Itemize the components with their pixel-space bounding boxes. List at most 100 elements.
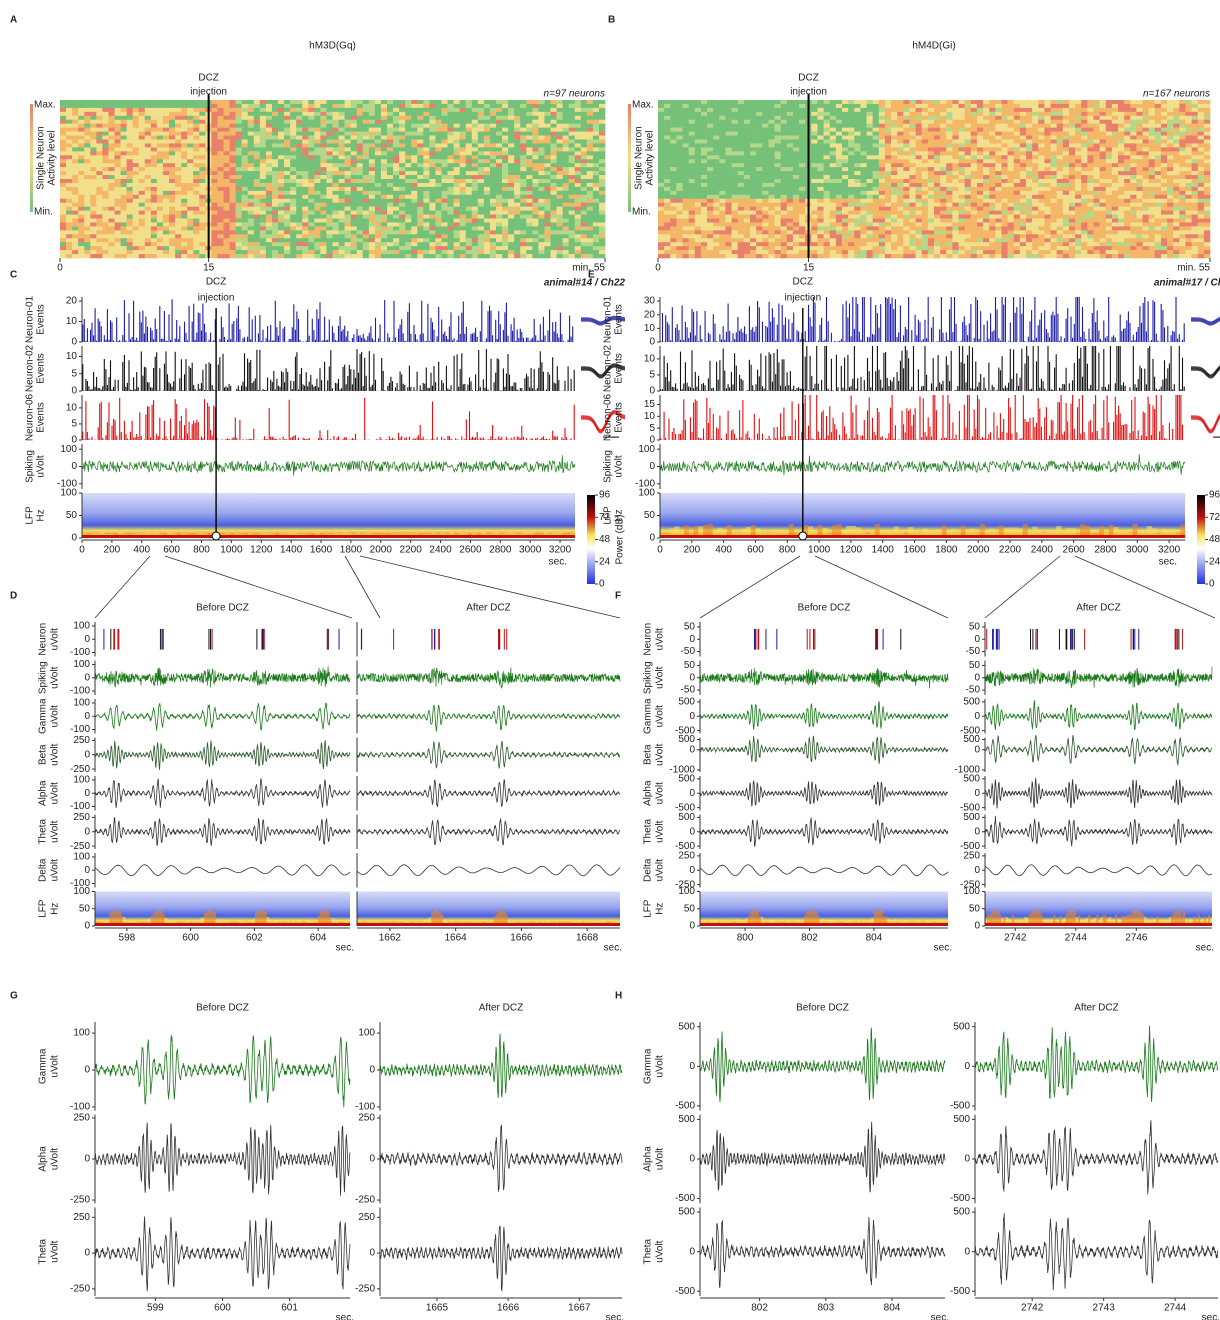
heatmap-cell xyxy=(211,254,217,258)
heatmap-cell xyxy=(369,100,375,104)
heatmap-cell xyxy=(1014,108,1020,112)
heatmap-cell xyxy=(593,124,599,128)
heatmap-cell xyxy=(1093,116,1099,120)
heatmap-cell xyxy=(314,163,320,167)
heatmap-cell xyxy=(544,116,550,120)
heatmap-cell xyxy=(575,147,581,151)
heatmap-cell xyxy=(508,104,514,108)
heatmap-cell xyxy=(405,136,411,140)
heatmap-cell xyxy=(381,238,387,242)
heatmap-cell xyxy=(1057,104,1063,108)
heatmap-cell xyxy=(575,222,581,226)
heatmap-cell xyxy=(339,234,345,238)
heatmap-cell xyxy=(242,199,248,203)
heatmap-cell xyxy=(151,211,157,215)
heatmap-cell xyxy=(211,199,217,203)
heatmap-cell xyxy=(72,187,78,191)
heatmap-cell xyxy=(532,167,538,171)
heatmap-cell xyxy=(290,191,296,195)
heatmap-cell xyxy=(60,211,66,215)
heatmap-cell xyxy=(484,163,490,167)
heatmap-cell xyxy=(873,147,879,151)
heatmap-cell xyxy=(139,151,145,155)
heatmap-cell xyxy=(248,151,254,155)
heatmap-cell xyxy=(369,112,375,116)
heatmap-cell xyxy=(538,187,544,191)
heatmap-cell xyxy=(230,203,236,207)
heatmap-cell xyxy=(84,100,90,104)
heatmap-cell xyxy=(278,187,284,191)
heatmap-cell xyxy=(544,203,550,207)
heatmap-cell xyxy=(744,136,750,140)
heatmap-cell xyxy=(520,120,526,124)
heatmap-cell xyxy=(442,199,448,203)
heatmap-cell xyxy=(903,140,909,144)
heatmap-cell xyxy=(72,108,78,112)
heatmap-cell xyxy=(824,100,830,104)
heatmap-cell xyxy=(526,238,532,242)
heatmap-cell xyxy=(756,159,762,163)
heatmap-cell xyxy=(284,187,290,191)
heatmap-cell xyxy=(909,104,915,108)
heatmap-cell xyxy=(658,155,664,159)
heatmap-cell xyxy=(557,175,563,179)
heatmap-cell xyxy=(339,116,345,120)
heatmap-cell xyxy=(175,230,181,234)
heatmap-cell xyxy=(405,211,411,215)
heatmap-cell xyxy=(768,104,774,108)
heatmap-cell xyxy=(1093,104,1099,108)
heatmap-cell xyxy=(60,120,66,124)
heatmap-cell xyxy=(429,191,435,195)
heatmap-cell xyxy=(60,100,66,104)
heatmap-cell xyxy=(151,104,157,108)
heatmap-cell xyxy=(290,226,296,230)
heatmap-cell xyxy=(599,179,605,183)
heatmap-cell xyxy=(448,132,454,136)
heatmap-cell xyxy=(96,215,102,219)
heatmap-cell xyxy=(952,143,958,147)
heatmap-cell xyxy=(381,215,387,219)
heatmap-cell xyxy=(133,171,139,175)
heatmap-cell xyxy=(175,163,181,167)
heatmap-cell xyxy=(557,234,563,238)
heatmap-cell xyxy=(151,163,157,167)
heatmap-cell xyxy=(1118,140,1124,144)
heatmap-cell xyxy=(60,222,66,226)
heatmap-cell xyxy=(193,100,199,104)
heatmap-cell xyxy=(423,159,429,163)
heatmap-cell xyxy=(133,104,139,108)
heatmap-cell xyxy=(983,143,989,147)
heatmap-cell xyxy=(514,100,520,104)
heatmap-cell xyxy=(139,112,145,116)
heatmap-cell xyxy=(199,222,205,226)
heatmap-cell xyxy=(1118,104,1124,108)
heatmap-cell xyxy=(224,128,230,132)
heatmap-cell xyxy=(66,116,72,120)
heatmap-cell xyxy=(272,238,278,242)
heatmap-cell xyxy=(532,175,538,179)
heatmap-cell xyxy=(60,124,66,128)
heatmap-cell xyxy=(369,242,375,246)
heatmap-cell xyxy=(514,187,520,191)
heatmap-cell xyxy=(508,155,514,159)
heatmap-cell xyxy=(502,187,508,191)
heatmap-cell xyxy=(423,163,429,167)
heatmap-cell xyxy=(236,120,242,124)
heatmap-cell xyxy=(363,124,369,128)
heatmap-cell xyxy=(369,219,375,223)
heatmap-cell xyxy=(429,238,435,242)
heatmap-cell xyxy=(435,143,441,147)
heatmap-cell xyxy=(157,104,163,108)
heatmap-cell xyxy=(121,183,127,187)
heatmap-cell xyxy=(108,116,114,120)
heatmap-cell xyxy=(514,238,520,242)
heatmap-cell xyxy=(1118,100,1124,104)
heatmap-cell xyxy=(181,191,187,195)
heatmap-cell xyxy=(490,191,496,195)
heatmap-cell xyxy=(284,238,290,242)
heatmap-cell xyxy=(163,151,169,155)
heatmap-cell xyxy=(952,120,958,124)
heatmap-cell xyxy=(719,108,725,112)
heatmap-cell xyxy=(393,151,399,155)
heatmap-cell xyxy=(121,187,127,191)
